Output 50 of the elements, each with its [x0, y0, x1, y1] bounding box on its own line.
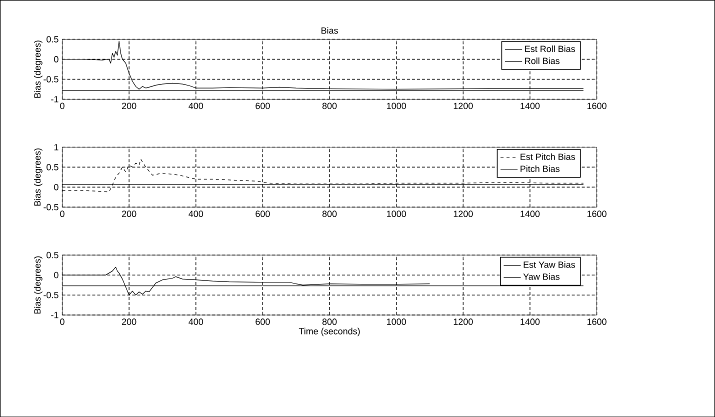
- x-tick-label: 1400: [520, 318, 540, 325]
- y-tick-label: 0: [54, 272, 58, 278]
- y-tick-label: 0.5: [46, 164, 58, 170]
- y-tick-label: 1: [54, 144, 58, 150]
- x-tick-label: 200: [122, 210, 136, 217]
- legend-label: Est Yaw Bias: [524, 261, 576, 268]
- x-tick-label: 400: [188, 102, 204, 110]
- x-tick-label: 800: [322, 102, 337, 110]
- x-tick-label: 1200: [454, 210, 473, 217]
- legend-label: Pitch Bias: [520, 165, 560, 172]
- y-tick-label: -1: [51, 312, 58, 318]
- x-tick-label: 200: [122, 318, 136, 325]
- legend-label: Est Pitch Bias: [520, 153, 576, 160]
- y-tick-label: 0.5: [46, 252, 58, 258]
- y-axis-title: Bias (degrees): [34, 256, 42, 314]
- y-tick-label: -0.5: [44, 292, 58, 298]
- x-tick-label: 0: [60, 102, 64, 110]
- x-axis-title: Time (seconds): [298, 328, 360, 336]
- x-tick-label: 1600: [587, 318, 606, 325]
- legend-label: Yaw Bias: [523, 273, 560, 280]
- x-tick-label: 800: [322, 318, 337, 325]
- x-tick-label: 200: [122, 102, 136, 110]
- y-tick-label: -0.5: [44, 76, 58, 82]
- x-tick-label: 1600: [587, 102, 606, 110]
- x-tick-label: 1200: [454, 318, 473, 325]
- y-tick-label: -0.5: [44, 204, 58, 210]
- x-tick-label: 800: [322, 210, 337, 217]
- x-tick-label: 1400: [520, 102, 540, 110]
- x-tick-label: 1600: [587, 210, 606, 217]
- x-tick-label: 600: [256, 210, 270, 217]
- x-tick-label: 400: [188, 210, 204, 217]
- x-tick-label: 1000: [387, 318, 406, 325]
- legend-label: Roll Bias: [525, 57, 560, 64]
- x-tick-label: 0: [60, 210, 64, 217]
- y-axis-title: Bias (degrees): [34, 148, 42, 206]
- y-axis-title: Bias (degrees): [34, 40, 42, 98]
- y-tick-label: 0.5: [46, 36, 58, 42]
- x-tick-label: 1000: [387, 102, 406, 110]
- x-tick-label: 600: [256, 102, 270, 110]
- x-tick-label: 600: [256, 318, 270, 325]
- x-tick-label: 400: [188, 318, 204, 325]
- x-tick-label: 1400: [520, 210, 540, 217]
- chart-title: Bias: [322, 27, 338, 34]
- y-tick-label: -1: [51, 96, 58, 102]
- y-tick-label: 0: [54, 184, 58, 190]
- x-tick-label: 1200: [454, 102, 473, 110]
- y-tick-label: 0: [54, 56, 58, 62]
- x-tick-label: 1000: [387, 210, 406, 217]
- legend-label: Est Roll Bias: [525, 45, 576, 52]
- x-tick-label: 0: [60, 318, 64, 325]
